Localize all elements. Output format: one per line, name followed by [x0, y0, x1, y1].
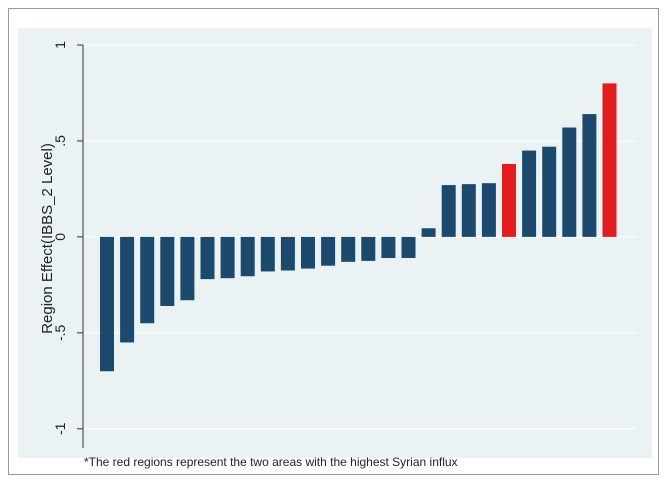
bar — [582, 114, 597, 237]
plot-area — [83, 45, 636, 448]
bar — [240, 236, 255, 277]
bar — [361, 236, 376, 261]
bar — [381, 236, 396, 259]
y-tick-label: 0 — [52, 233, 68, 241]
bar — [401, 236, 416, 259]
bar — [100, 236, 114, 372]
bar-highlighted — [502, 163, 516, 237]
bar-highlighted — [602, 83, 617, 237]
bars — [100, 83, 617, 372]
bar — [301, 236, 315, 269]
bar — [421, 228, 436, 237]
bar — [341, 236, 356, 262]
bar — [321, 236, 336, 266]
bar — [220, 236, 235, 279]
bar — [260, 236, 275, 272]
bar — [200, 236, 215, 280]
bar — [140, 236, 155, 324]
bar — [481, 183, 496, 237]
y-tick-label: -1 — [52, 422, 68, 435]
bar — [522, 150, 537, 237]
chart-note: *The red regions represent the two areas… — [84, 455, 458, 469]
bar — [280, 236, 295, 271]
bar — [562, 127, 577, 237]
bar — [542, 146, 557, 237]
y-ticks: 1 .5 0 -.5 -1 — [52, 41, 83, 435]
y-axis-label: Region Effect(IBBS_2 Level) — [39, 143, 56, 334]
y-tick-label: .5 — [52, 135, 68, 147]
bar — [461, 184, 476, 237]
bar — [441, 185, 456, 237]
bar — [120, 236, 135, 343]
y-tick-label: -.5 — [52, 324, 68, 341]
bar — [160, 236, 175, 306]
bar — [180, 236, 195, 301]
y-tick-label: 1 — [52, 41, 68, 49]
